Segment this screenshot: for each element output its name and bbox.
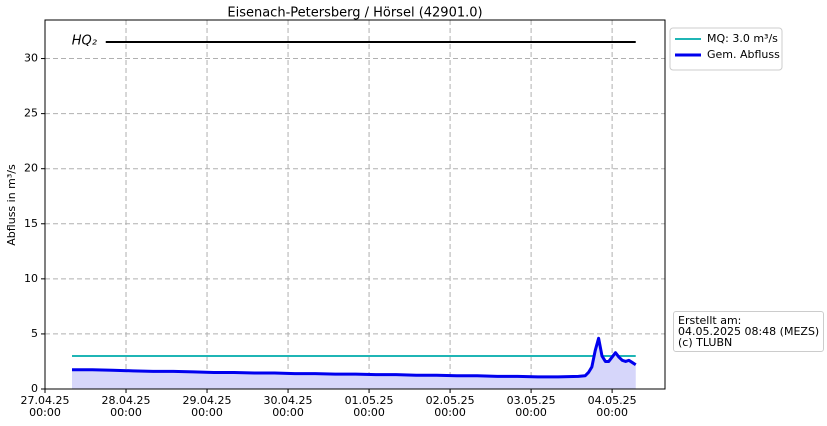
annotation-line: Erstellt am:	[678, 314, 742, 327]
x-tick-label: 30.04.25 00:00	[263, 394, 313, 419]
area	[72, 338, 636, 389]
line-label: HQ₂	[72, 34, 97, 49]
line	[72, 336, 637, 379]
y-tick-label: 10	[24, 272, 38, 285]
y-tick-label: 25	[24, 107, 38, 120]
y-tick-label: 5	[31, 327, 38, 340]
x-tick-label: 02.05.25 00:00	[425, 394, 475, 419]
x-tick-label: 27.04.25 00:00	[20, 394, 70, 419]
x-tick-label: 04.05.25 00:00	[587, 394, 637, 419]
legend-label: Gem. Abfluss	[707, 48, 780, 61]
annotation-box: Erstellt am: 04.05.2025 08:48 (MEZS) (c) T…	[673, 311, 825, 352]
y-tick-label: 20	[24, 162, 38, 175]
annotation-line: 04.05.2025 08:48 (MEZS)	[678, 325, 820, 338]
x-tick-label: 29.04.25 00:00	[182, 394, 232, 419]
x-tick-label: 03.05.25 00:00	[506, 394, 556, 419]
y-tick-label: 0	[31, 382, 38, 395]
y-axis-label: Abfluss in m³/s	[5, 164, 18, 246]
plot-frame	[44, 19, 666, 390]
y-tick-label: 30	[24, 52, 38, 65]
legend-label: MQ: 3.0 m³/s	[707, 32, 778, 45]
x-tick-label: 01.05.25 00:00	[344, 394, 394, 419]
annotation-line: (c) TLUBN	[678, 336, 733, 349]
x-tick-label: 28.04.25 00:00	[101, 394, 151, 419]
y-tick-label: 15	[24, 217, 38, 230]
chart-title: Eisenach-Petersberg / Hörsel (42901.0)	[227, 6, 482, 21]
